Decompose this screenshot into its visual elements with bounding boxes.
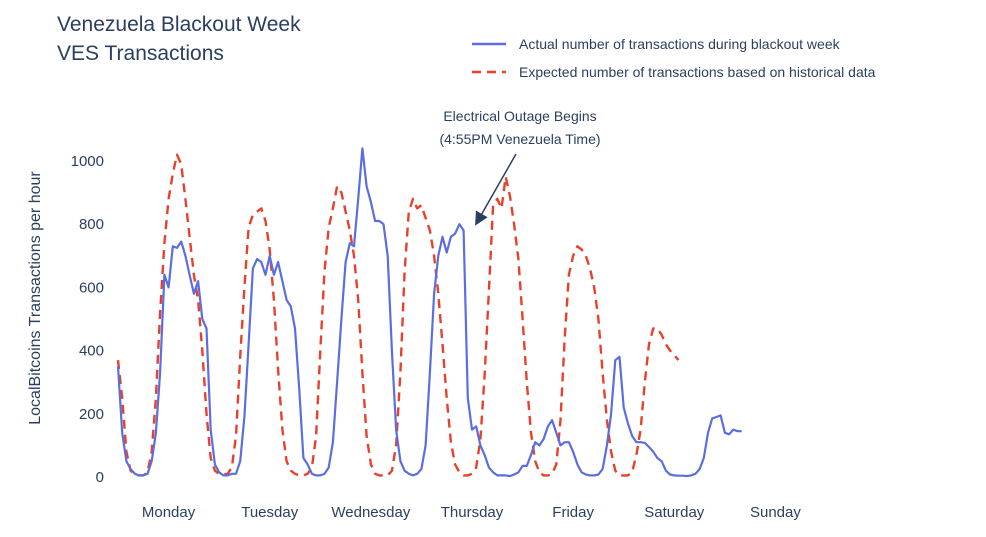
y-tick-label: 600 [79,279,104,296]
legend: Actual number of transactions during bla… [472,36,876,80]
y-tick-label: 1000 [71,153,104,170]
x-tick-label: Thursday [441,504,504,521]
x-tick-label: Sunday [750,504,801,521]
x-tick-label: Wednesday [331,504,410,521]
plot-area [116,147,742,478]
chart-title-line-1: Venezuela Blackout Week [57,13,301,36]
chart-title: Venezuela Blackout Week VES Transactions [57,13,301,65]
y-axis-title: LocalBitcoins Transactions per hour [27,171,44,425]
legend-item-actual[interactable]: Actual number of transactions during bla… [472,36,841,52]
y-axis-ticks: 0 200 400 600 800 1000 [71,153,104,486]
legend-label-actual: Actual number of transactions during bla… [519,36,841,52]
annotation-text-line-2: (4:55PM Venezuela Time) [439,131,600,147]
y-tick-label: 200 [79,406,104,423]
y-tick-label: 800 [79,216,104,233]
annotation-arrow [475,153,517,226]
x-tick-label: Monday [142,504,196,521]
x-axis-ticks: Monday Tuesday Wednesday Thursday Friday Satu… [142,504,801,521]
legend-item-expected[interactable]: Expected number of transactions based on… [472,64,876,80]
x-tick-label: Tuesday [241,504,298,521]
annotation-outage: Electrical Outage Begins (4:55PM Venezue… [439,108,601,226]
chart-title-line-2: VES Transactions [57,42,224,65]
x-tick-label: Saturday [644,504,705,521]
y-tick-label: 0 [96,469,104,486]
series-line-expected [116,153,680,477]
annotation-text-line-1: Electrical Outage Begins [443,108,596,124]
x-tick-label: Friday [552,504,594,521]
legend-label-expected: Expected number of transactions based on… [519,64,876,80]
series-line-actual [116,147,742,478]
y-tick-label: 400 [79,343,104,360]
